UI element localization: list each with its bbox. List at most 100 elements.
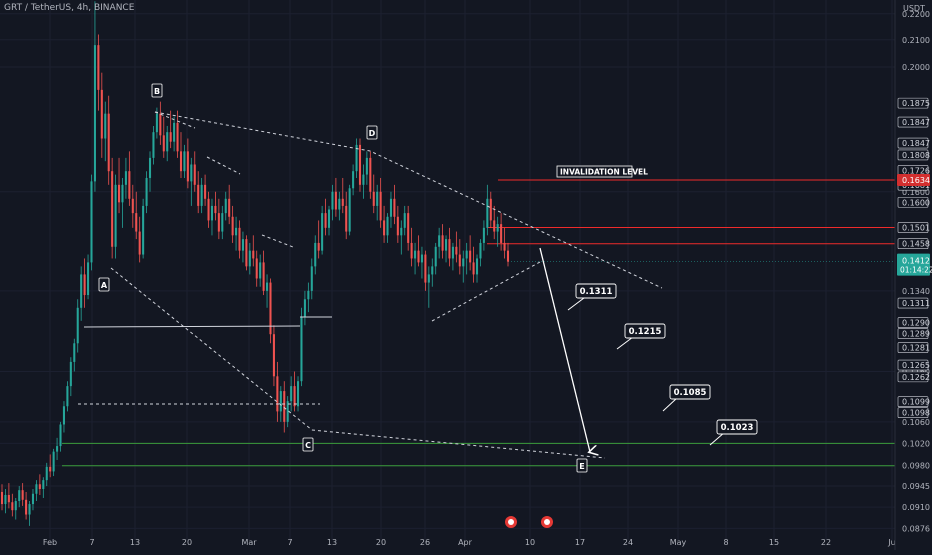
candle-body [7,494,10,503]
target-label: 0.1215 [629,327,662,337]
candle-body [276,376,279,412]
candle-body [341,198,344,206]
candle-body [207,198,210,221]
price-label-box [897,359,929,371]
candle-body [104,113,107,139]
candle-body [479,242,482,259]
pattern-trendline [311,429,606,459]
candle-body [293,386,296,407]
candle-body [241,239,244,251]
candle-body [358,144,362,185]
price-label: 0.1098 [902,409,930,418]
price-label: 0.1311 [902,299,930,308]
candle-body [255,258,258,279]
invalidation-label-box [556,165,633,178]
price-label: 0.1458 [902,240,930,249]
price-label: 0.1600 [902,198,930,207]
candle-body [424,254,427,283]
price-label: 0.1262 [902,373,930,382]
price-label: 0.1875 [902,99,930,108]
candle-body [162,135,165,152]
candle-body [62,406,65,425]
candle-body [145,177,148,206]
candle-body [190,164,193,182]
candle-body [228,198,231,217]
price-label-box [897,396,929,407]
candle-body [345,205,348,232]
invalidation-label: INVALIDATION LEVEL [560,168,648,177]
candle-body [317,242,320,251]
wave-label-box [302,437,314,452]
candle-body [379,191,382,221]
price-label: 0.1265 [902,361,930,370]
x-tick-label: 8 [723,538,728,547]
candle-body [475,258,479,275]
candle-body [407,213,410,243]
candle-body [300,316,303,382]
target-pointer [567,297,585,311]
candle-body [400,227,403,236]
candle-body [131,198,134,214]
event-icon-inner [544,519,550,525]
candle-body [200,184,203,206]
candle-body [472,262,475,275]
price-label-box [897,238,929,249]
candle-body [111,171,114,247]
x-tick-label: Ju [887,538,895,547]
candle-body [56,446,59,452]
pattern-trendline [110,267,313,431]
price-label-box [897,407,929,418]
candle-body [14,501,17,511]
candle-body [469,250,472,263]
current-price-value: 0.1412 [902,257,930,266]
candle-body [179,151,183,172]
wave-label: D [369,129,376,138]
candle-body [118,184,121,203]
candle-body [327,209,331,228]
x-tick-label: 15 [769,538,779,547]
x-tick-label: Mar [241,538,257,547]
candle-body [107,113,110,172]
target-label-box [669,384,711,400]
candle-body [321,213,324,251]
price-label-box [897,149,929,161]
price-label: 0.1099 [902,398,930,407]
candle-body [124,171,127,185]
candle-body [235,227,238,236]
candle-body [283,391,286,422]
candle-body [159,113,162,136]
wave-label-box [98,277,110,292]
candle-countdown: 01:14:22 [900,266,932,275]
y-tick-label: 0.1020 [902,439,930,448]
candle-body [403,213,406,228]
event-icon[interactable] [541,516,553,528]
y-tick-label: 0.0876 [902,524,930,533]
wave-label-box [576,458,588,473]
candle-body [420,254,423,263]
pattern-trendline [261,234,294,248]
target-label: 0.1311 [580,287,613,297]
candle-body [266,282,269,291]
candle-body [396,216,399,236]
candle-body [252,250,255,259]
candle-body [31,493,35,505]
candle-body [173,122,176,142]
candle-body [262,262,265,291]
candle-body [462,258,465,267]
candle-body [155,113,158,133]
x-tick-label: 13 [327,538,337,547]
y-tick-label: 0.2000 [902,63,930,72]
candle-body [49,466,52,472]
event-icon[interactable] [505,516,517,528]
price-label: 0.1290 [902,319,930,328]
candle-body [438,235,441,247]
candle-body [486,198,489,228]
y-tick-label: 0.0910 [902,503,930,512]
candle-body [114,184,117,247]
target-label-box [624,323,666,339]
candle-body [324,213,327,228]
candle-body [4,494,7,505]
y-tick-label: 0.2100 [902,36,930,45]
